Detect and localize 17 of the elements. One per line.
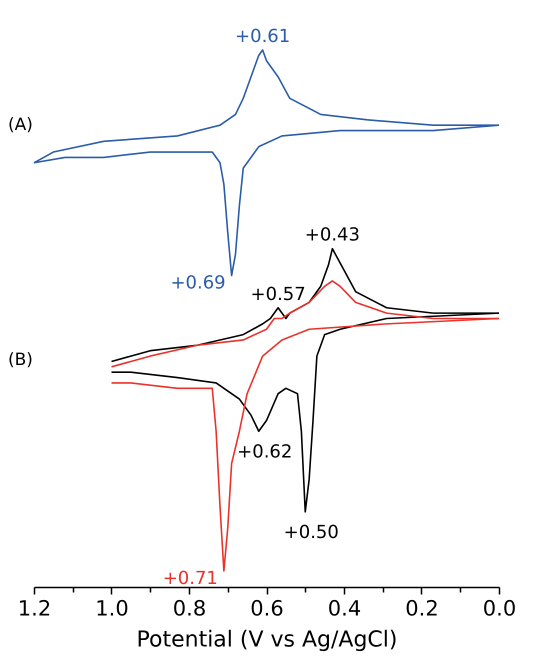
annotation: +0.62 <box>237 441 292 462</box>
annotation: +0.57 <box>250 284 306 305</box>
annotation: +0.69 <box>170 272 226 294</box>
x-tick-label: 1.0 <box>95 596 129 620</box>
annotation: +0.61 <box>235 26 290 47</box>
x-tick-label: 0.2 <box>405 596 439 620</box>
annotation: +0.43 <box>304 224 360 246</box>
x-tick-label: 0.0 <box>482 596 516 620</box>
x-tick-label: 0.6 <box>250 596 284 620</box>
annotation: +0.50 <box>284 522 339 543</box>
x-tick-label: 1.2 <box>18 596 52 620</box>
x-tick-label: 0.8 <box>172 596 206 620</box>
x-tick-label: 0.4 <box>328 596 362 620</box>
x-axis-title: Potential (V vs Ag/AgCl) <box>136 628 398 652</box>
text: (A) <box>8 115 33 135</box>
text: (B) <box>8 350 33 370</box>
annotation: +0.71 <box>162 568 218 589</box>
